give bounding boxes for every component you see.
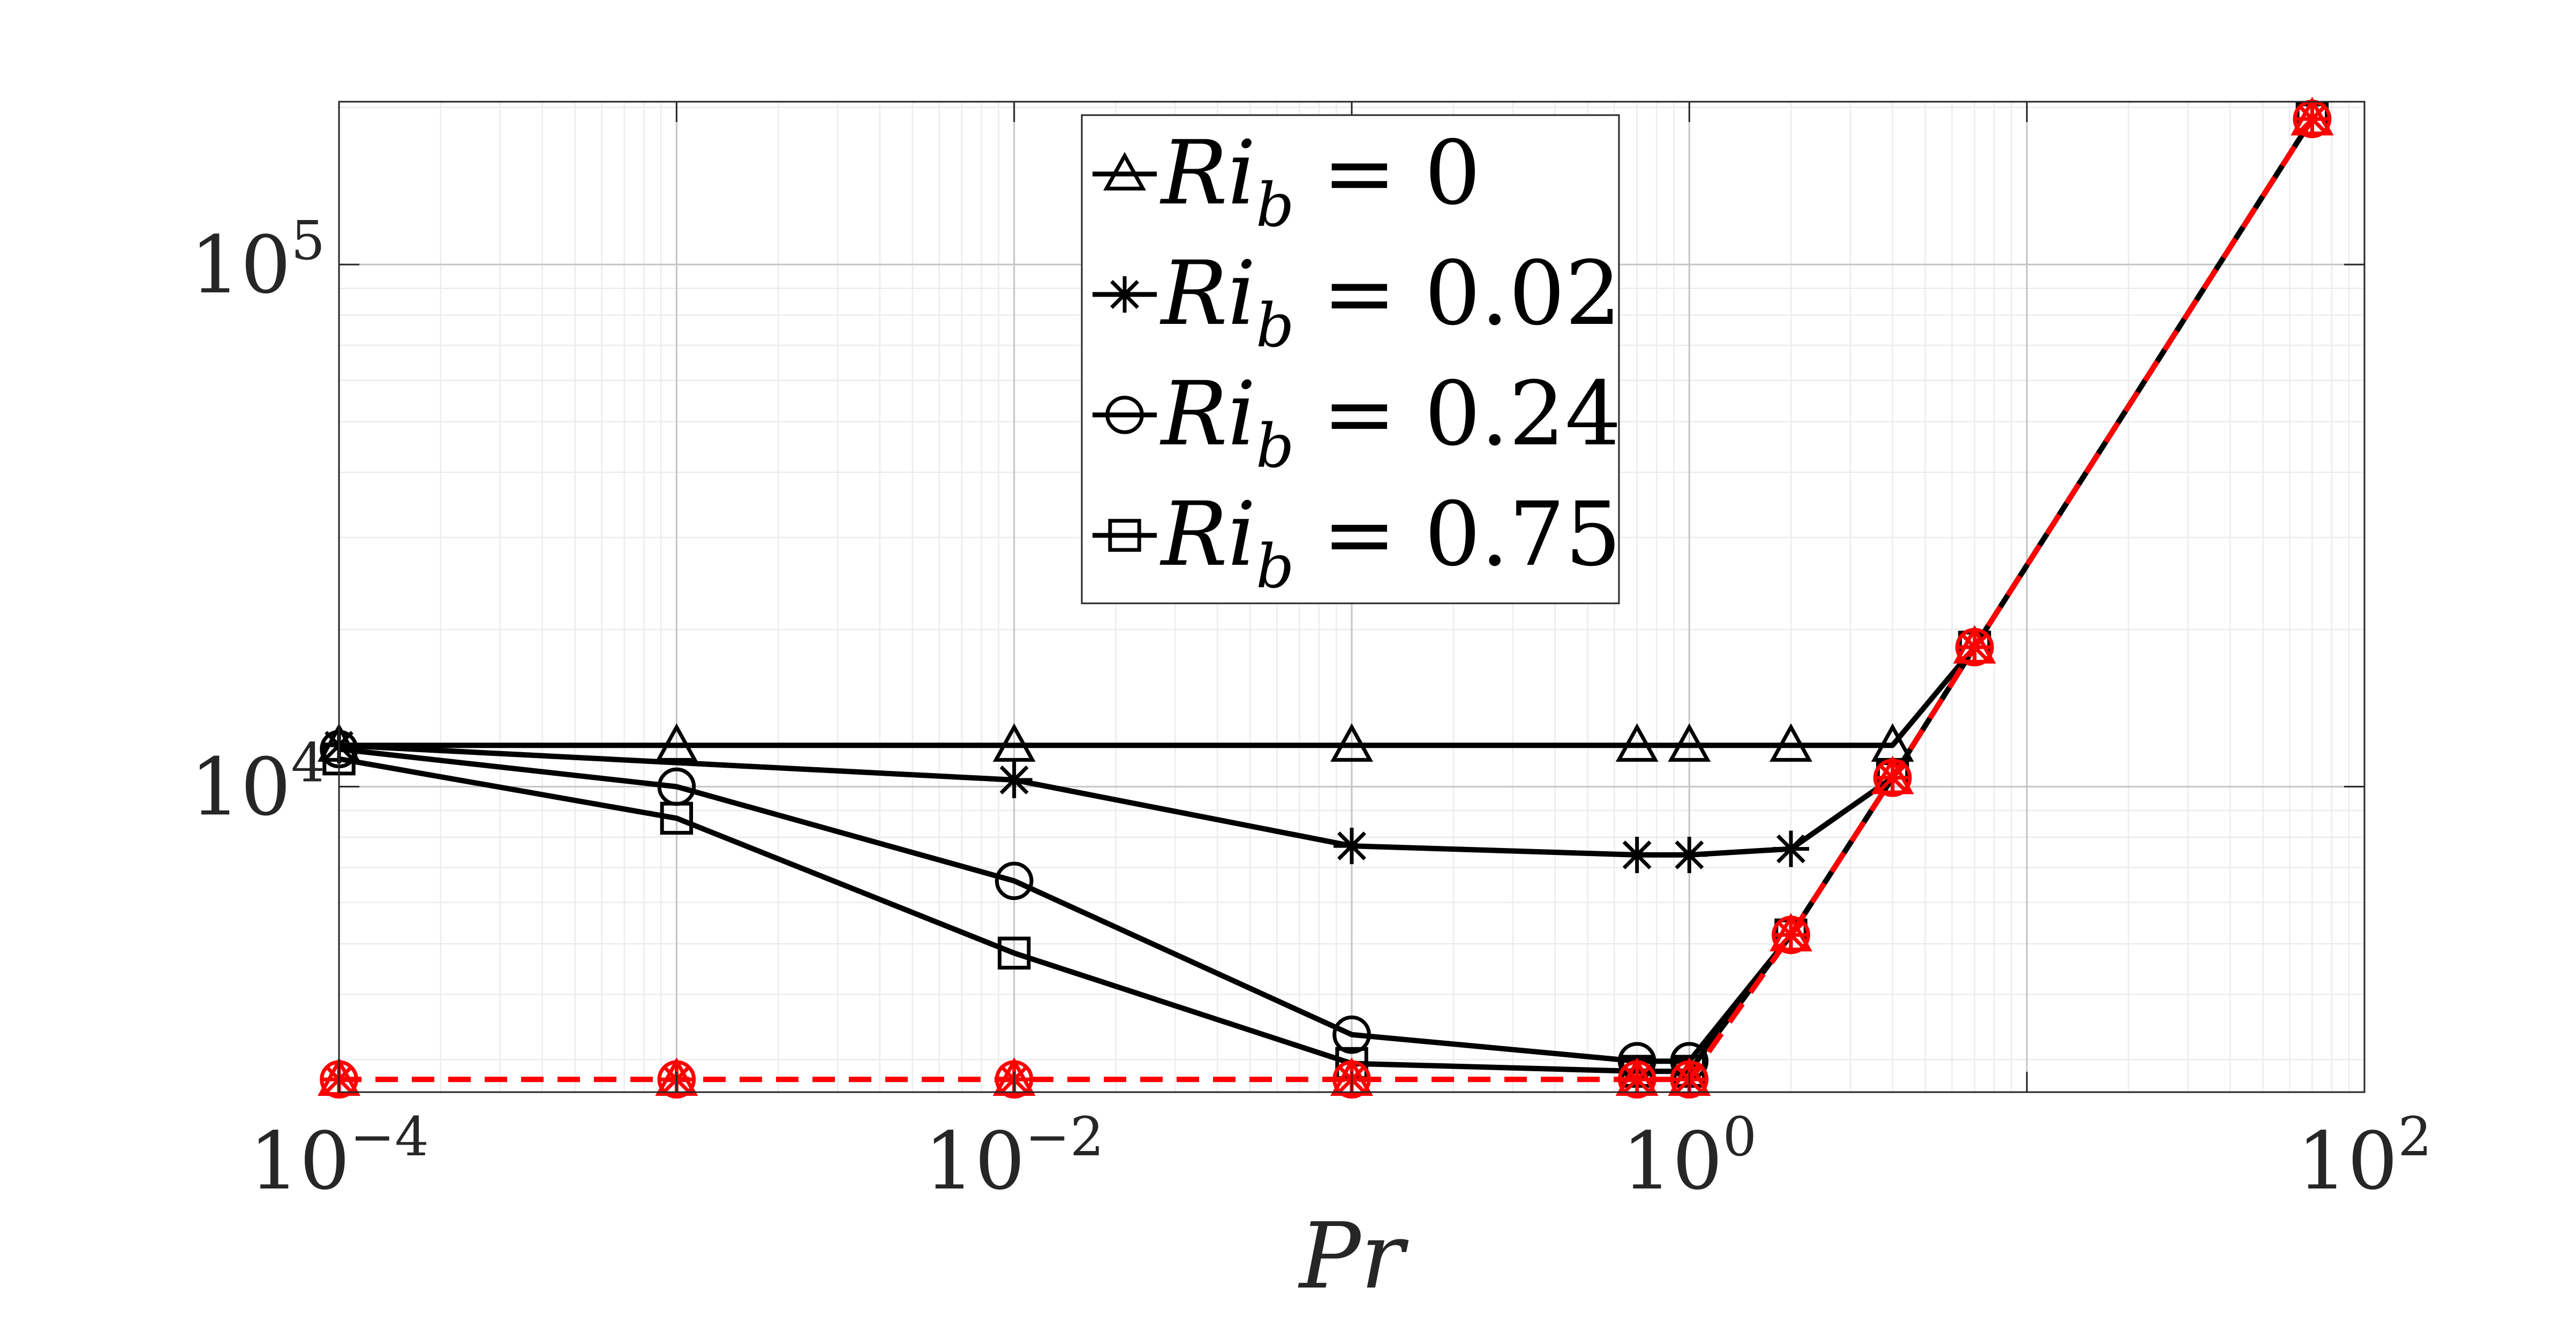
tick-base: 10 bbox=[1622, 1115, 1722, 1207]
x-axis-label: Pr bbox=[1298, 1203, 1408, 1309]
data-point bbox=[1769, 723, 1813, 762]
data-point bbox=[996, 761, 1033, 798]
series-line-0 bbox=[339, 117, 2315, 748]
legend-var: Ri bbox=[1159, 122, 1256, 224]
star-stroke bbox=[1675, 840, 1704, 869]
data-point bbox=[1871, 755, 1914, 797]
tick-base: 10 bbox=[924, 1115, 1025, 1207]
legend-rest: = 0.24 bbox=[1294, 362, 1622, 465]
data-point bbox=[1332, 1015, 1371, 1054]
tick-exponent: −4 bbox=[350, 1106, 428, 1168]
data-point bbox=[1618, 836, 1655, 873]
data-point bbox=[660, 801, 694, 835]
tick-exponent: −2 bbox=[1025, 1106, 1104, 1168]
legend-sub: b bbox=[1256, 291, 1294, 361]
legend-marker bbox=[1108, 519, 1141, 552]
star-stroke bbox=[2298, 104, 2327, 134]
star-stroke bbox=[1110, 280, 1139, 309]
legend-sub: b bbox=[1256, 532, 1294, 602]
data-point bbox=[1668, 723, 1711, 762]
legend-label: Rib = 0.24 bbox=[1159, 362, 1621, 481]
legend-rest: = 0 bbox=[1294, 122, 1481, 224]
data-point bbox=[1671, 836, 1708, 873]
star-stroke bbox=[1337, 831, 1366, 861]
series-line-4 bbox=[339, 117, 2315, 1082]
legend-box bbox=[1081, 114, 1620, 604]
star-stroke bbox=[999, 765, 1029, 794]
legend-marker bbox=[1106, 276, 1143, 313]
data-point bbox=[2291, 96, 2334, 138]
data-point bbox=[1615, 1057, 1659, 1099]
x-tick-label: 102 bbox=[2297, 1106, 2432, 1207]
legend-entry-1: Rib = 0.02 bbox=[1093, 242, 1621, 361]
legend-rest: = 0.75 bbox=[1294, 483, 1622, 586]
legend-label: Rib = 0.02 bbox=[1159, 242, 1621, 361]
star-stroke bbox=[1622, 1065, 1652, 1094]
legend-sub: b bbox=[1256, 171, 1294, 240]
legend-sub: b bbox=[1256, 412, 1294, 481]
data-point bbox=[997, 936, 1031, 970]
data-point bbox=[1334, 828, 1370, 865]
tick-base: 10 bbox=[190, 741, 291, 833]
tick-base: 10 bbox=[190, 219, 291, 311]
data-point bbox=[1953, 625, 1996, 667]
legend-label: Rib = 0.75 bbox=[1159, 483, 1621, 602]
data-point bbox=[1769, 913, 1813, 955]
legend-entry-3: Rib = 0.75 bbox=[1093, 483, 1621, 602]
star-stroke bbox=[1622, 840, 1652, 869]
legend-entry-2: Rib = 0.24 bbox=[1093, 362, 1621, 481]
data-point bbox=[655, 723, 698, 762]
overlay-star bbox=[1618, 1061, 1655, 1098]
legend-var: Ri bbox=[1159, 242, 1256, 345]
tick-exponent: 2 bbox=[2398, 1106, 2432, 1168]
legend-rest: = 0.02 bbox=[1294, 242, 1622, 345]
x-tick-label: 10−4 bbox=[249, 1106, 429, 1207]
overlay-star bbox=[1773, 917, 1810, 953]
data-point bbox=[1330, 723, 1373, 762]
tick-exponent: 4 bbox=[291, 731, 325, 794]
legend-marker bbox=[1103, 152, 1146, 191]
star-stroke bbox=[1776, 834, 1806, 864]
data-point bbox=[1615, 723, 1659, 762]
tick-exponent: 5 bbox=[291, 209, 325, 272]
x-tick-label: 10−2 bbox=[924, 1106, 1104, 1207]
y-tick-label: 105 bbox=[190, 209, 325, 311]
tick-base: 10 bbox=[2297, 1115, 2398, 1207]
legend-var: Ri bbox=[1159, 362, 1256, 465]
overlay-star bbox=[1956, 629, 1993, 665]
overlay-star bbox=[2294, 101, 2331, 138]
legend-entry-0: Rib = 0 bbox=[1093, 122, 1481, 240]
legend-marker bbox=[1105, 396, 1144, 434]
overlay-star bbox=[1874, 759, 1911, 796]
tick-base: 10 bbox=[249, 1115, 350, 1207]
star-stroke bbox=[1776, 920, 1806, 950]
data-point bbox=[992, 723, 1036, 762]
star-stroke bbox=[1960, 632, 1989, 662]
star-stroke bbox=[1878, 763, 1907, 792]
legend-label: Rib = 0 bbox=[1159, 122, 1481, 240]
data-point bbox=[995, 861, 1034, 900]
y-tick-label: 104 bbox=[190, 731, 325, 833]
tick-exponent: 0 bbox=[1723, 1106, 1757, 1168]
legend-var: Ri bbox=[1159, 483, 1256, 586]
series-0 bbox=[318, 96, 2334, 762]
x-tick-label: 100 bbox=[1622, 1106, 1757, 1207]
data-point bbox=[1773, 830, 1810, 867]
